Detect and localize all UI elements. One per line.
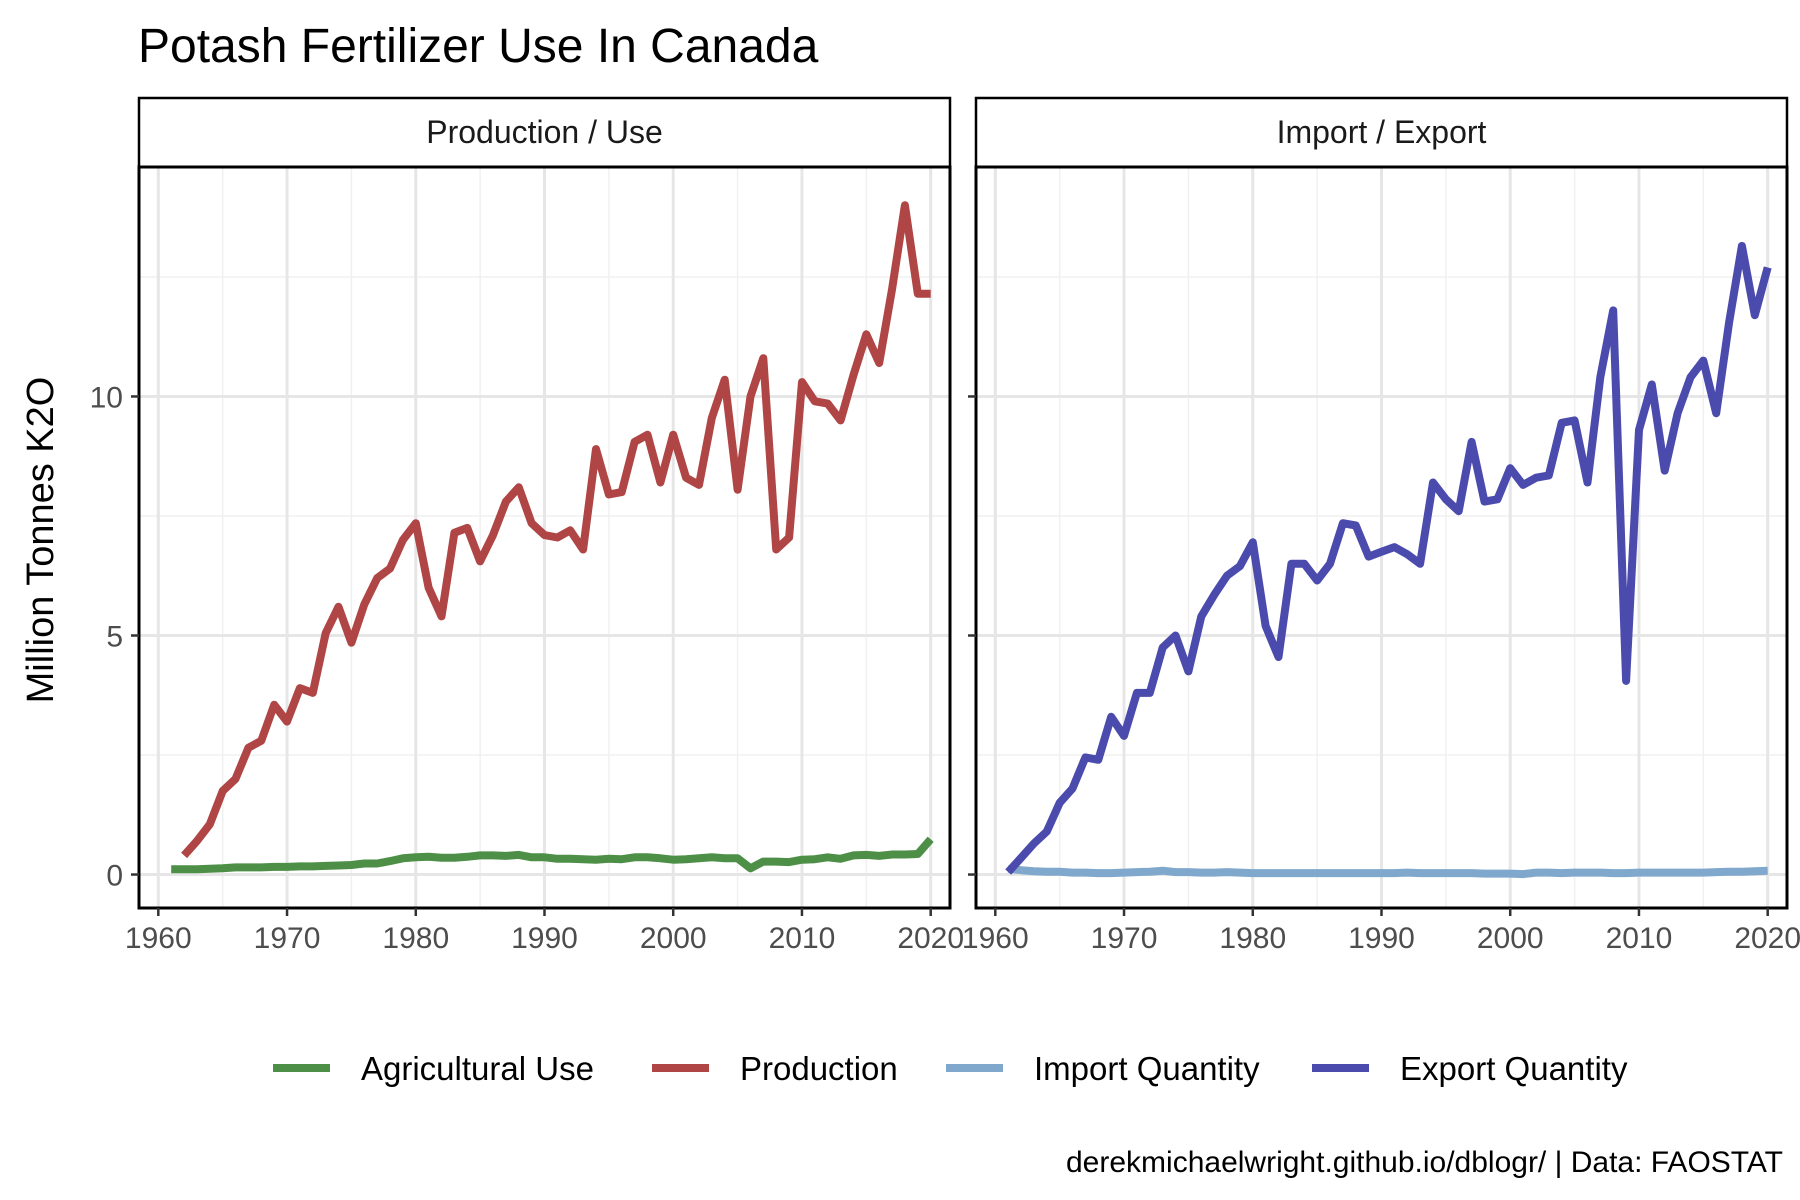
x-tick-label: 1960 [962, 922, 1029, 955]
x-tick-label: 2000 [640, 922, 707, 955]
series-line-export-quantity [1005, 241, 1772, 875]
x-tick-label: 1990 [511, 922, 578, 955]
panel-0: Production / Use 1960 1970 1980 1990 2000 2010… [90, 96, 964, 955]
x-tick-label: 1990 [1348, 922, 1415, 955]
x-tick-label: 1970 [254, 922, 321, 955]
panel-1: Import / Export 1960 1970 1980 1990 2000 2010 2… [962, 96, 1800, 955]
x-tick-label: 1980 [382, 922, 449, 955]
y-tick-label: 5 [106, 621, 123, 654]
panel-strip [137, 96, 952, 169]
y-tick-label: 0 [106, 860, 123, 893]
x-tick-label: 2020 [897, 922, 964, 955]
x-tick-label: 1970 [1091, 922, 1158, 955]
series-line-import-quantity [1007, 864, 1768, 879]
series-line-production [181, 201, 931, 859]
caption: derekmichaelwright.github.io/dblogr/ | D… [1066, 1146, 1783, 1179]
legend: Agricultural Use Production Import Quantit… [273, 1050, 1628, 1087]
x-tick-label: 2010 [1606, 922, 1673, 955]
x-tick-label: 2010 [769, 922, 836, 955]
x-tick-label: 2000 [1477, 922, 1544, 955]
legend-item-agricultural-use: Agricultural Use [273, 1050, 594, 1087]
series-line-agricultural-use [171, 836, 934, 874]
x-tick-label: 1960 [125, 922, 192, 955]
panels: Production / Use 1960 1970 1980 1990 2000 2010… [90, 96, 1800, 955]
legend-label: Agricultural Use [361, 1050, 594, 1087]
y-tick-label: 10 [90, 381, 123, 414]
x-tick-label: 2020 [1734, 922, 1800, 955]
legend-item-export-quantity: Export Quantity [1312, 1050, 1628, 1087]
x-tick-label: 1980 [1219, 922, 1286, 955]
legend-label: Production [740, 1050, 898, 1087]
panel-strip-label: Import / Export [1277, 114, 1487, 150]
legend-label: Import Quantity [1034, 1050, 1260, 1087]
panel-strip-label: Production / Use [426, 114, 663, 150]
chart-title: Potash Fertilizer Use In Canada [138, 20, 819, 73]
legend-label: Export Quantity [1400, 1050, 1628, 1087]
legend-item-import-quantity: Import Quantity [946, 1050, 1260, 1087]
y-axis-title: Million Tonnes K2O [20, 377, 62, 704]
legend-item-production: Production [652, 1050, 898, 1087]
